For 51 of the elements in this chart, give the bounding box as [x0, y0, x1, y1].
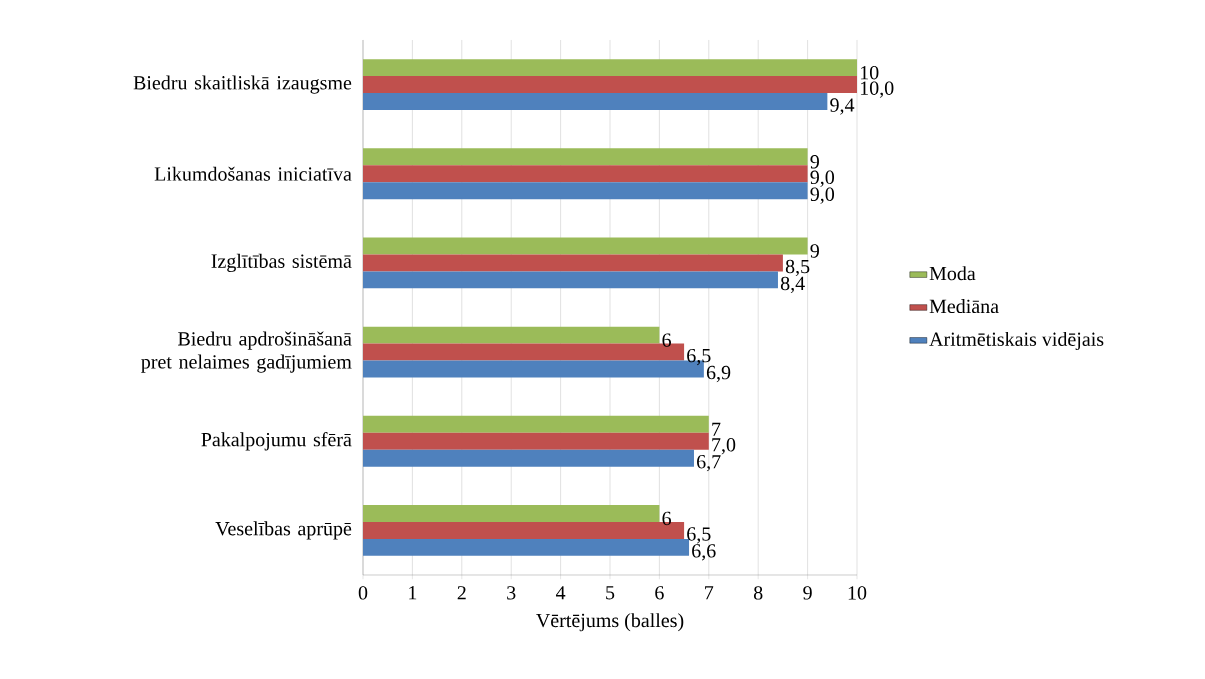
legend-label: Aritmētiskais vidējais	[929, 331, 1104, 351]
data-label: 6,6	[692, 544, 716, 561]
data-label: 7	[712, 422, 721, 436]
y-tick-label: Likumdošanas iniciatīva	[154, 166, 352, 181]
data-label: 9,4	[830, 98, 855, 115]
x-tick-label: 8	[753, 586, 763, 600]
bar	[363, 93, 828, 110]
bar	[363, 148, 808, 166]
bar	[363, 59, 857, 77]
data-label: 6,9	[706, 365, 731, 383]
bar	[363, 237, 808, 255]
data-label: 9,0	[810, 187, 835, 204]
bar	[363, 505, 660, 522]
data-label: 9	[810, 155, 819, 169]
y-tick-label: Veselības aprūpē	[215, 521, 352, 540]
bar	[363, 182, 808, 200]
legend-label: Moda	[929, 266, 976, 281]
data-label: 10	[860, 65, 879, 80]
bar	[363, 415, 709, 433]
x-tick-label: 4	[555, 586, 566, 600]
bar	[363, 76, 857, 94]
bar	[363, 254, 783, 272]
data-label: 6,7	[697, 455, 721, 472]
y-tick-label: Pakalpojumu sfērā	[201, 432, 352, 451]
x-tick-label: 0	[358, 586, 368, 600]
bar	[363, 449, 694, 467]
x-tick-label: 3	[507, 586, 516, 600]
data-label: 9	[810, 244, 819, 258]
data-label: 6	[662, 333, 672, 347]
data-label: 7,0	[712, 438, 736, 455]
y-tick-label: Biedru skaitliskā izaugsme	[133, 75, 352, 94]
bar	[363, 271, 778, 289]
data-label: 8,5	[785, 259, 810, 277]
data-label: 9,0	[810, 170, 835, 187]
legend-label: Mediāna	[929, 299, 999, 314]
y-tick-label: Biedru apdrošināšanā pret nelaimes gadījumiem	[141, 331, 352, 373]
x-tick-label: 2	[457, 586, 466, 600]
x-tick-label: 10	[848, 586, 867, 600]
data-label: 8,4	[780, 276, 805, 294]
data-label: 10,0	[860, 81, 894, 98]
bar	[363, 165, 808, 183]
x-tick-label: 1	[409, 586, 417, 600]
y-tick-label: Izglītības sistēmā	[211, 253, 352, 273]
x-tick-label: 7	[705, 586, 714, 600]
bar	[363, 432, 709, 450]
x-tick-label: 6	[655, 586, 664, 600]
x-tick-label: 9	[803, 586, 812, 600]
bar	[363, 326, 660, 344]
x-tick-label: 5	[606, 586, 615, 600]
data-label: 6,5	[687, 527, 711, 544]
x-axis-title: Vērtējums (balles)	[536, 613, 684, 632]
